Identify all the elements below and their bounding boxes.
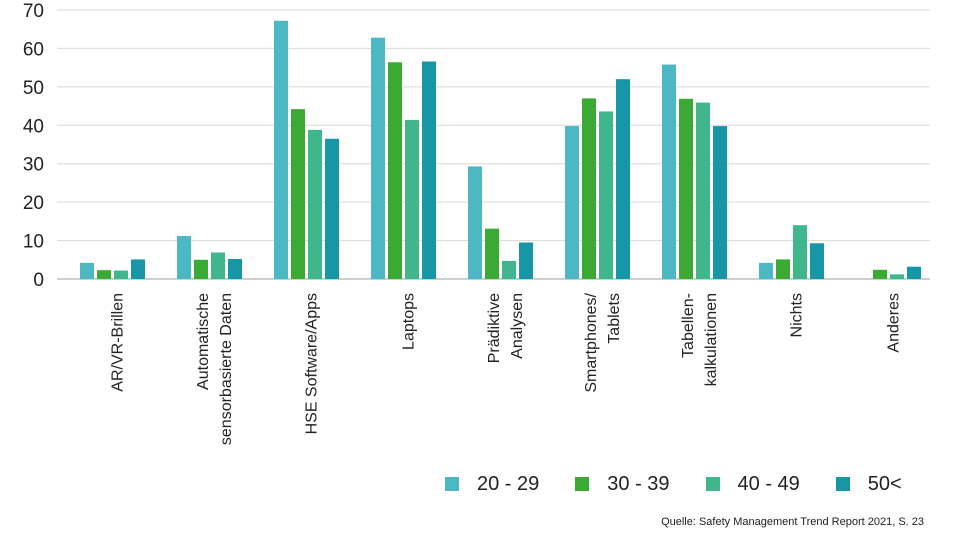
category-label: Nichts [789,293,806,337]
legend-item: 20 - 29 [445,473,539,496]
legend-swatch [575,477,590,491]
bar [662,64,676,279]
y-tick-label: 10 [23,232,44,253]
category-label: sensorbasierte Daten [218,293,235,445]
bar [405,119,419,279]
category-label: Tabellen- [680,293,697,358]
y-tick-label: 70 [23,1,44,22]
y-tick-label: 60 [23,39,44,60]
legend-label: 40 - 49 [737,472,800,495]
bar [713,126,727,279]
bar [810,243,824,279]
bar [776,259,790,279]
bar [97,270,111,279]
bar [793,225,807,279]
legend-item: 40 - 49 [705,472,800,496]
bar [519,242,533,279]
bar [228,259,242,279]
bar [696,102,710,279]
category-label: kalkulationen [703,293,720,386]
category-label: Prädiktive [486,293,503,363]
legend-label: 30 - 39 [607,472,670,495]
y-tick-label: 0 [33,270,44,291]
bar [422,61,436,279]
bar [759,262,773,279]
category-label: Tablets [606,293,623,344]
bar [211,252,225,279]
legend-swatch [705,477,720,491]
legend-item: 30 - 39 [575,472,670,496]
bar [194,259,208,279]
bar [371,37,385,279]
bar [890,274,904,279]
y-axis-ticks: 0 10 20 30 40 50 60 70 [23,1,44,291]
bar [388,62,402,280]
category-label: AR/VR-Brillen [110,293,127,392]
bar [582,98,596,279]
y-tick-label: 50 [23,78,44,99]
y-tick-label: 40 [23,116,44,137]
bar [325,138,339,279]
legend-label: 20 - 29 [477,472,540,495]
legend: 20 - 29 30 - 39 40 - 49 50< [445,470,902,498]
category-label: Smartphones/ [583,292,600,392]
category-label: Analysen [509,293,526,359]
y-tick-label: 20 [23,193,44,214]
bars [80,20,921,280]
bar [873,269,887,279]
bar [502,260,516,279]
legend-item: 50< [835,472,902,496]
category-label: Automatische [195,293,212,390]
legend-label: 50< [867,472,902,495]
bar [565,126,579,279]
bar [177,235,191,279]
y-tick-label: 30 [23,155,44,176]
bar [679,98,693,280]
bar [468,166,482,279]
category-label: Laptops [401,293,418,350]
bar [274,20,288,279]
bar [308,129,322,279]
category-label: Anderes [886,293,903,353]
x-axis-category-labels: AR/VR-Brillen Automatische sensorbasierte … [110,292,903,445]
bar [291,109,305,279]
bar [616,79,630,280]
bar [599,111,613,279]
legend-swatch [835,477,850,491]
bar [131,259,145,279]
bar [485,228,499,279]
legend-swatch [445,477,459,491]
bar [114,270,128,279]
bar [907,266,921,279]
bar [80,262,94,279]
category-label: HSE Software/Apps [304,293,321,434]
source-note: Quelle: Safety Management Trend Report 2… [661,516,924,528]
